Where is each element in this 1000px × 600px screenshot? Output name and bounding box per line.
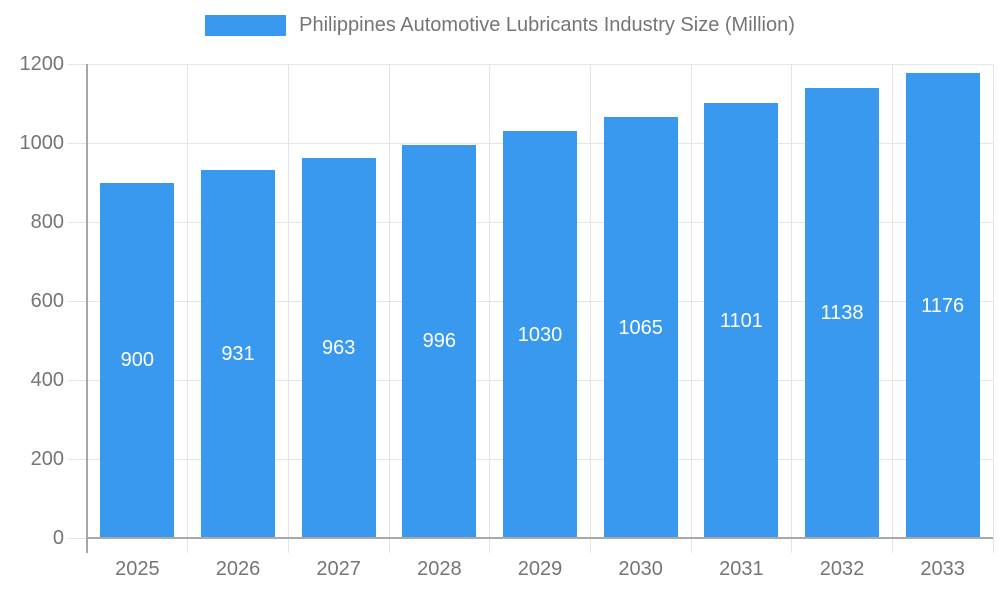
x-axis-tick-label: 2033 — [920, 558, 965, 580]
gridline-vertical — [891, 64, 893, 553]
x-axis-tick-label: 2031 — [719, 558, 764, 580]
x-axis-tick-label: 2026 — [215, 558, 261, 580]
gridline-vertical — [690, 64, 692, 553]
y-axis-tick-label: 1200 — [19, 53, 65, 75]
gridline-vertical — [489, 64, 491, 553]
legend-swatch[interactable] — [205, 15, 287, 36]
gridline-vertical — [187, 64, 189, 553]
bar[interactable] — [402, 144, 477, 538]
gridline-vertical — [589, 64, 591, 553]
y-axis-tick-label: 600 — [30, 290, 64, 312]
gridline-vertical — [791, 64, 793, 553]
bar[interactable] — [905, 73, 980, 538]
x-axis-tick-label: 2028 — [417, 558, 462, 580]
chart-legend[interactable]: Philippines Automotive Lubricants Indust… — [0, 14, 1000, 37]
gridline-vertical — [992, 64, 994, 553]
axis-tick-zero — [68, 537, 87, 539]
x-axis-tick-label: 2025 — [115, 558, 160, 580]
chart-title: Philippines Automotive Lubricants Indust… — [299, 14, 795, 36]
bar[interactable] — [201, 170, 275, 538]
x-axis-line — [86, 537, 993, 539]
y-axis-line — [86, 64, 88, 553]
gridline-horizontal — [68, 63, 993, 65]
y-axis-tick-label: 400 — [30, 369, 64, 391]
bar[interactable] — [100, 182, 175, 538]
y-axis-tick-label: 1000 — [19, 132, 65, 154]
x-axis-tick-label: 2027 — [316, 558, 361, 580]
x-axis-tick-label: 2030 — [618, 558, 663, 580]
x-axis-tick-label: 2029 — [517, 558, 563, 580]
y-axis-tick-label: 800 — [30, 211, 64, 233]
bar[interactable] — [805, 88, 879, 538]
bar[interactable] — [301, 157, 376, 538]
bar[interactable] — [603, 117, 678, 538]
y-axis-tick-label: 200 — [30, 448, 64, 470]
y-axis-tick-label: 0 — [52, 527, 64, 549]
gridline-vertical — [388, 64, 390, 553]
x-axis-tick-label: 2032 — [819, 558, 865, 580]
bar[interactable] — [704, 103, 779, 538]
bar[interactable] — [503, 131, 577, 538]
gridline-vertical — [287, 64, 289, 553]
